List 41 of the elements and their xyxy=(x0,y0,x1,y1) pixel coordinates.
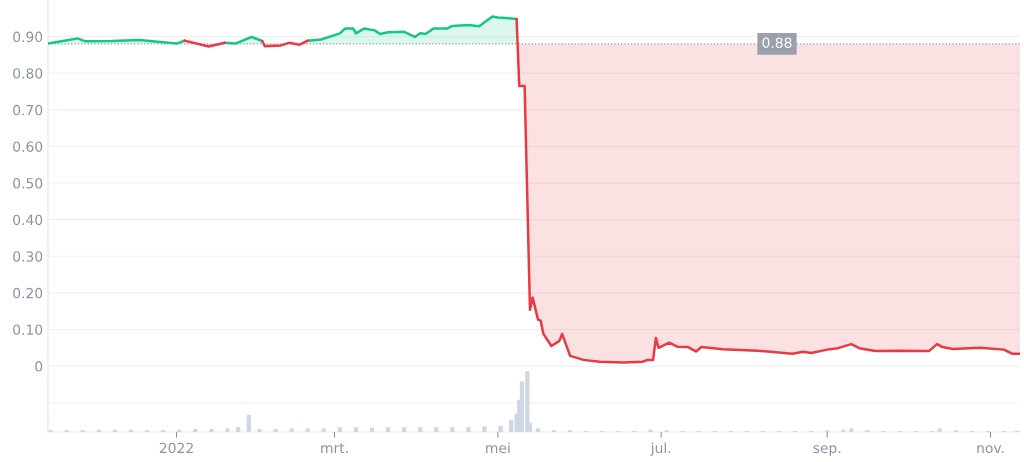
x-tick-label: sep. xyxy=(813,445,841,456)
bar xyxy=(193,428,198,432)
bar xyxy=(450,427,455,432)
bar xyxy=(849,428,854,432)
y-tick-label: 0.60 xyxy=(13,141,43,152)
y-tick-label: 0.20 xyxy=(13,287,43,299)
x-tick-label: jul. xyxy=(650,442,671,456)
x-tick-label: mrt. xyxy=(321,443,348,453)
bar xyxy=(225,428,230,432)
bar xyxy=(246,414,251,432)
y-tick-label: 0.40 xyxy=(13,214,43,226)
y-tick-label: 0.10 xyxy=(13,324,43,335)
y-tick-label: 0.70 xyxy=(13,104,43,116)
bar xyxy=(648,429,653,432)
y-tick-label: 0.90 xyxy=(13,31,43,43)
bar xyxy=(209,428,214,432)
bar xyxy=(401,427,407,432)
y-tick-label: 0 xyxy=(35,361,43,372)
y-tick-label: 0.50 xyxy=(13,178,43,189)
bar xyxy=(466,427,471,432)
bar xyxy=(535,428,541,432)
y-tick-label: 0.30 xyxy=(13,251,43,262)
bar xyxy=(385,427,391,432)
bar xyxy=(418,427,423,432)
bar xyxy=(273,428,278,432)
bar xyxy=(289,428,294,432)
bar xyxy=(257,428,262,432)
bar xyxy=(937,428,942,432)
bar xyxy=(321,428,326,432)
bar xyxy=(482,426,487,432)
y-tick-label: 0.80 xyxy=(13,68,43,79)
bar xyxy=(337,427,343,432)
bar xyxy=(434,427,439,432)
ref-line-label: 0.88 xyxy=(762,37,792,48)
bar xyxy=(498,425,503,432)
x-tick-label: nov. xyxy=(977,445,1004,454)
bar xyxy=(305,428,310,432)
x-tick-label: 2022 xyxy=(159,442,193,454)
bar xyxy=(235,427,241,432)
x-tick-label: mei xyxy=(486,442,510,454)
bar xyxy=(353,427,359,432)
